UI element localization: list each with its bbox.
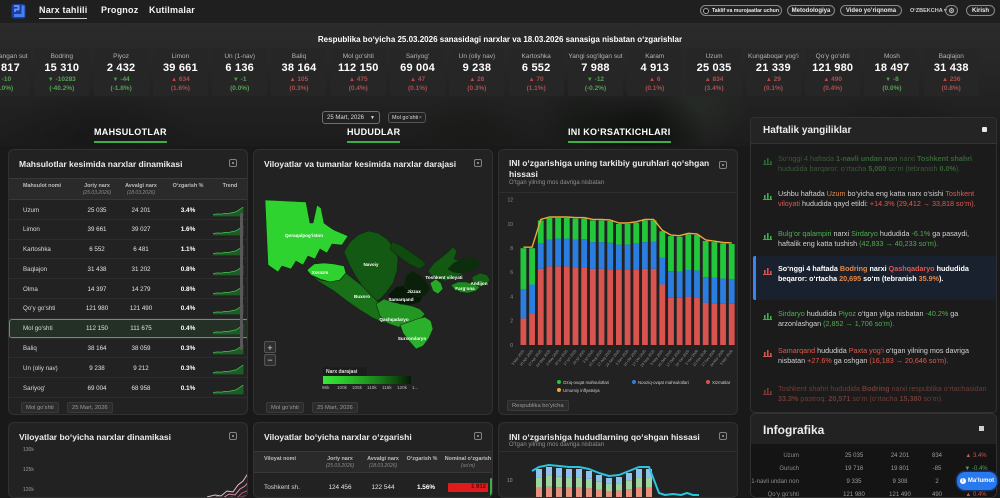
svg-text:Xorazm: Xorazm [312,270,329,275]
svg-text:10: 10 [507,222,513,228]
svg-text:6: 6 [510,270,513,276]
svg-text:0: 0 [510,343,513,349]
svg-text:Xizmatlar: Xizmatlar [712,380,731,385]
svg-text:2: 2 [510,319,513,325]
svg-text:Nooziq-ovqat mahsulotlari: Nooziq-ovqat mahsulotlari [638,380,689,385]
svg-text:Qashqadaryo: Qashqadaryo [379,317,409,322]
svg-text:8: 8 [510,246,513,252]
svg-text:Umumiy inflyatsiya: Umumiy inflyatsiya [563,388,600,393]
svg-text:Samarqand: Samarqand [388,297,413,302]
svg-text:Farg‘ona: Farg‘ona [455,286,475,291]
svg-text:Navoiy: Navoiy [363,262,379,267]
svg-text:Surxondaryo: Surxondaryo [398,336,427,341]
svg-text:Andijon: Andijon [470,281,487,286]
svg-text:12: 12 [507,198,513,204]
svg-text:Qoraqalpog‘iston: Qoraqalpog‘iston [285,233,323,238]
svg-text:4: 4 [510,294,513,300]
svg-text:Oziq-ovqat mahsulotlari: Oziq-ovqat mahsulotlari [563,380,609,385]
svg-text:Buxoro: Buxoro [354,294,370,299]
svg-text:Toshkent viloyati: Toshkent viloyati [425,275,462,280]
svg-text:Jizzax: Jizzax [407,289,421,294]
